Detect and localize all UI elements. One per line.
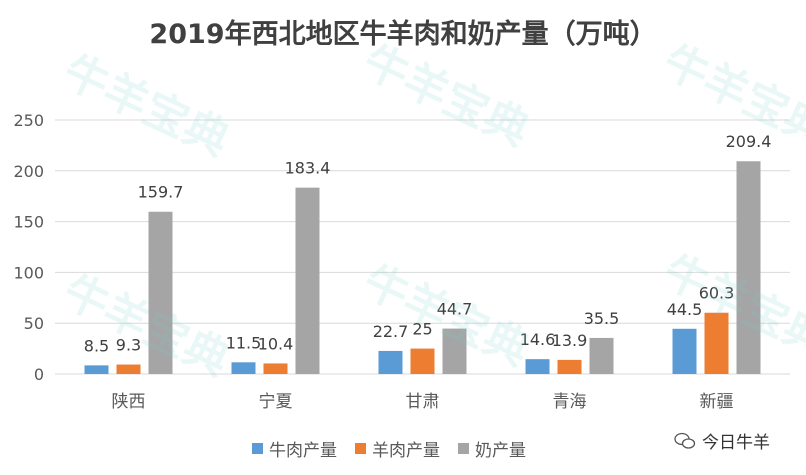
wechat-icon bbox=[674, 432, 696, 449]
data-label: 35.5 bbox=[584, 309, 620, 328]
x-tick-label: 宁夏 bbox=[259, 392, 293, 412]
data-label: 10.4 bbox=[258, 334, 294, 353]
bar bbox=[442, 328, 467, 374]
data-label: 13.9 bbox=[552, 331, 588, 350]
bar bbox=[84, 365, 109, 374]
data-label: 209.4 bbox=[726, 132, 772, 151]
y-tick-label: 100 bbox=[13, 263, 44, 282]
bar bbox=[378, 350, 403, 374]
chart-title: 2019年西北地区牛羊肉和奶产量（万吨） bbox=[149, 19, 657, 50]
bar bbox=[263, 363, 288, 374]
bar bbox=[704, 312, 729, 374]
data-label: 44.7 bbox=[437, 300, 473, 319]
bar bbox=[116, 364, 141, 374]
x-tick-label: 陕西 bbox=[112, 392, 146, 412]
legend-item-beef: 牛肉产量 bbox=[252, 436, 337, 461]
data-label: 159.7 bbox=[138, 183, 184, 202]
data-label: 25 bbox=[412, 320, 432, 339]
legend-swatch bbox=[458, 443, 469, 454]
legend-label: 奶产量 bbox=[475, 441, 526, 461]
y-tick-label: 150 bbox=[13, 213, 44, 232]
y-tick-label: 0 bbox=[34, 365, 44, 384]
data-label: 9.3 bbox=[116, 336, 141, 355]
y-tick-label: 250 bbox=[13, 111, 44, 130]
bar bbox=[148, 211, 173, 374]
bar bbox=[525, 359, 550, 374]
legend-swatch bbox=[355, 443, 366, 454]
bar bbox=[557, 359, 582, 374]
legend-swatch bbox=[252, 443, 263, 454]
x-tick-label: 甘肃 bbox=[406, 392, 440, 412]
x-tick-label: 青海 bbox=[553, 392, 587, 412]
legend: 牛肉产量 羊肉产量 奶产量 bbox=[252, 436, 526, 461]
data-label: 8.5 bbox=[84, 336, 109, 355]
wechat-logo: 今日牛羊 bbox=[674, 428, 770, 453]
x-tick-label: 新疆 bbox=[700, 392, 734, 412]
data-label: 183.4 bbox=[285, 159, 331, 178]
bar bbox=[672, 328, 697, 374]
legend-label: 牛肉产量 bbox=[269, 441, 337, 461]
data-label: 44.5 bbox=[667, 300, 703, 319]
data-label: 60.3 bbox=[699, 284, 735, 303]
bar bbox=[736, 161, 761, 374]
bar bbox=[295, 187, 320, 374]
bar bbox=[410, 348, 435, 374]
data-label: 11.5 bbox=[226, 333, 262, 352]
data-label: 22.7 bbox=[373, 322, 409, 341]
legend-item-milk: 奶产量 bbox=[458, 436, 526, 461]
bar bbox=[231, 362, 256, 374]
legend-label: 羊肉产量 bbox=[372, 441, 440, 461]
legend-item-mutton: 羊肉产量 bbox=[355, 436, 440, 461]
data-label: 14.6 bbox=[520, 330, 556, 349]
logo-text: 今日牛羊 bbox=[702, 433, 770, 453]
y-tick-label: 200 bbox=[13, 162, 44, 181]
bar bbox=[589, 337, 614, 374]
y-tick-label: 50 bbox=[24, 314, 44, 333]
